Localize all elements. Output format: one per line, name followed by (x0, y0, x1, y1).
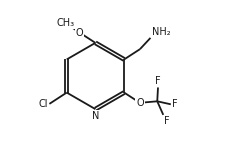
Text: NH₂: NH₂ (151, 27, 170, 37)
Text: N: N (91, 111, 99, 121)
Text: F: F (155, 76, 160, 86)
Text: CH₃: CH₃ (56, 18, 74, 28)
Text: F: F (171, 99, 177, 109)
Text: O: O (136, 98, 143, 108)
Text: Cl: Cl (38, 99, 48, 109)
Text: F: F (163, 116, 169, 126)
Text: O: O (76, 28, 83, 38)
